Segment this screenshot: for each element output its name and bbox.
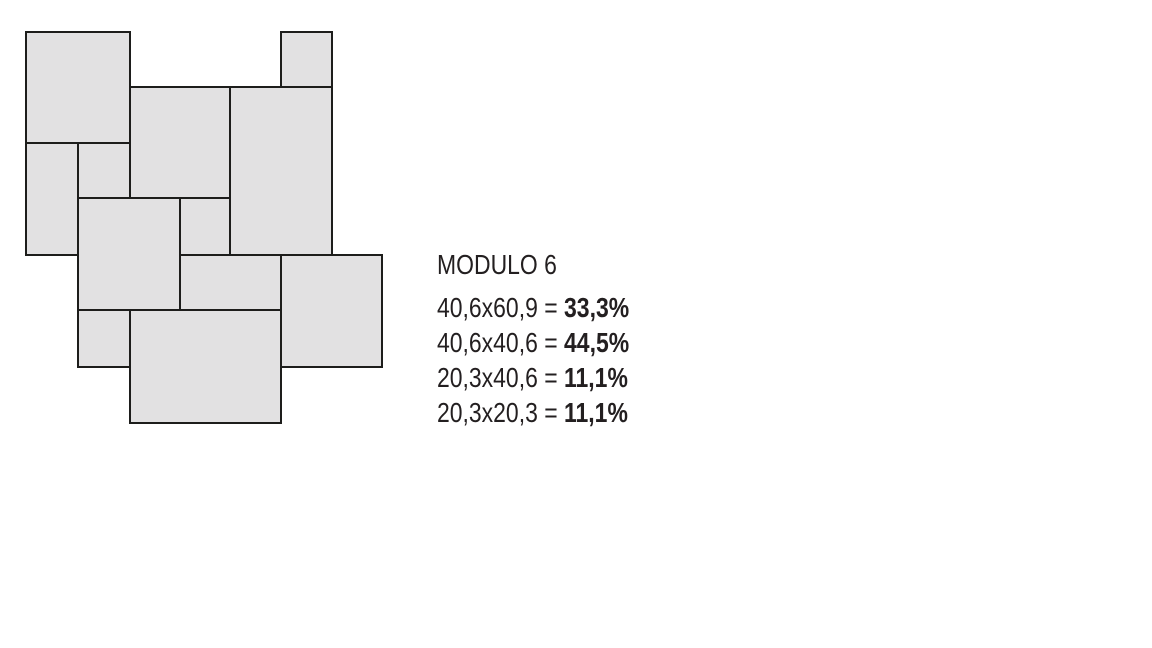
tile-size: 40,6x40,6 bbox=[437, 327, 538, 358]
tile bbox=[25, 31, 131, 144]
tile bbox=[129, 309, 282, 424]
tile bbox=[280, 31, 333, 88]
tile bbox=[129, 86, 231, 199]
tile-size: 40,6x60,9 bbox=[437, 292, 538, 323]
percentage-value: 33,3% bbox=[564, 292, 630, 323]
tile-size: 20,3x20,3 bbox=[437, 397, 538, 428]
equals-separator: = bbox=[537, 327, 565, 358]
tile bbox=[77, 309, 131, 368]
module-percentage-list: 40,6x60,9 = 33,3% 40,6x40,6 = 44,5% 20,3x4… bbox=[437, 290, 629, 430]
tile bbox=[25, 142, 79, 256]
tile-size: 20,3x40,6 bbox=[437, 362, 538, 393]
tile bbox=[229, 86, 333, 256]
legend-row: 20,3x40,6 = 11,1% bbox=[437, 360, 629, 395]
legend-row: 40,6x60,9 = 33,3% bbox=[437, 290, 629, 325]
tile bbox=[179, 254, 282, 311]
tile bbox=[179, 197, 231, 256]
percentage-value: 11,1% bbox=[564, 397, 628, 428]
equals-separator: = bbox=[537, 397, 565, 428]
legend-row: 20,3x20,3 = 11,1% bbox=[437, 395, 629, 430]
legend-row: 40,6x40,6 = 44,5% bbox=[437, 325, 629, 360]
percentage-value: 44,5% bbox=[564, 327, 630, 358]
tile bbox=[77, 197, 181, 311]
percentage-value: 11,1% bbox=[564, 362, 628, 393]
tile bbox=[77, 142, 131, 199]
equals-separator: = bbox=[537, 362, 565, 393]
module-legend: MODULO 6 40,6x60,9 = 33,3% 40,6x40,6 = 44… bbox=[437, 251, 629, 430]
equals-separator: = bbox=[537, 292, 565, 323]
module-title: MODULO 6 bbox=[437, 249, 557, 280]
tile bbox=[280, 254, 383, 368]
